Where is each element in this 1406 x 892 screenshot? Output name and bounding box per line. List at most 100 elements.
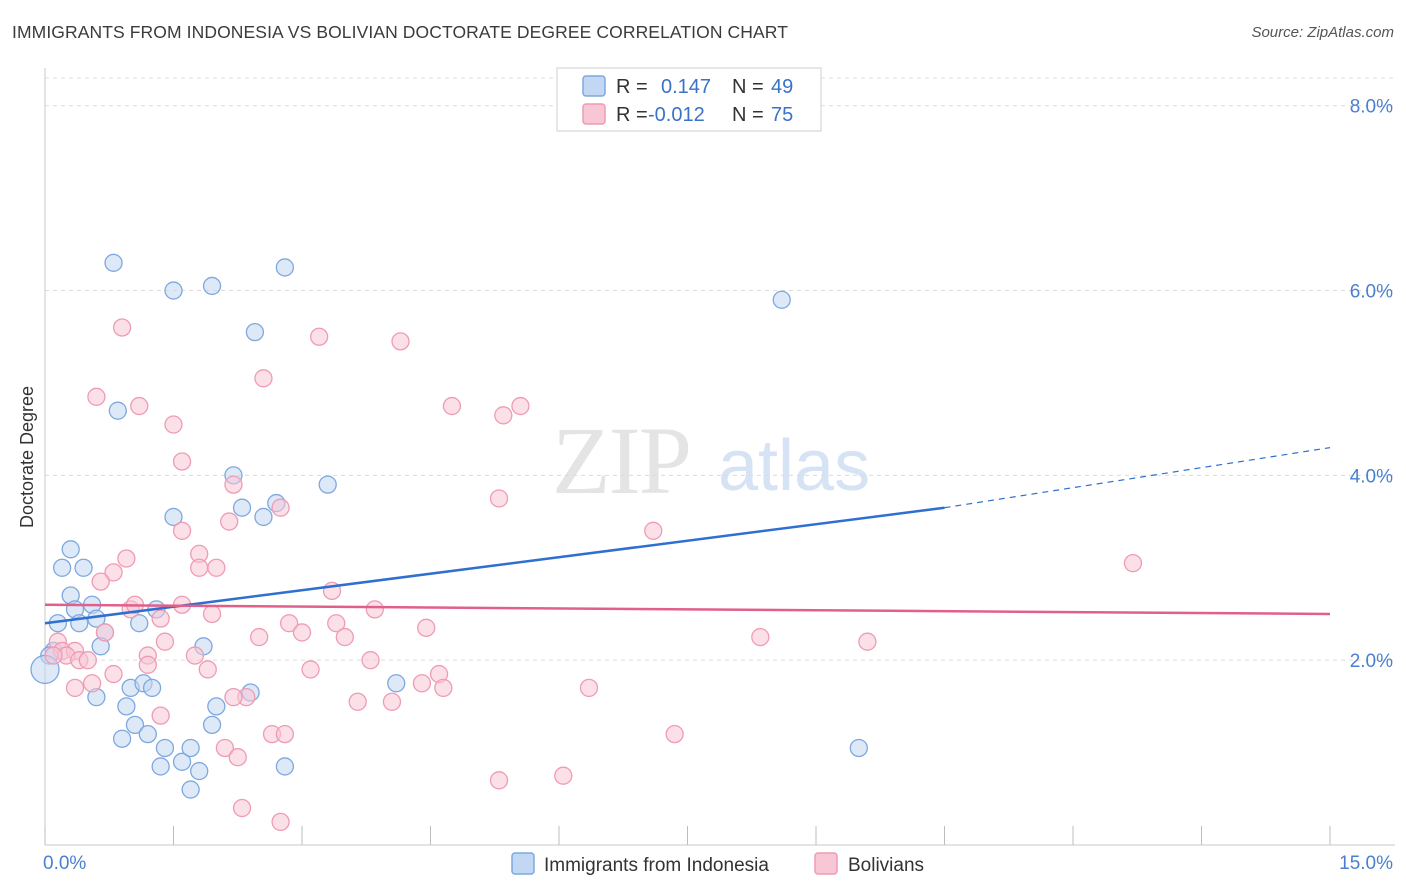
bolivians-point-7 bbox=[442, 396, 462, 416]
indonesia-point-48 bbox=[181, 780, 200, 799]
bolivians-point-73 bbox=[271, 812, 290, 832]
series-bolivians-points bbox=[44, 318, 1143, 832]
indonesia-point-38 bbox=[138, 724, 157, 744]
bolivians-point-50 bbox=[138, 655, 157, 674]
bolivians-point-3 bbox=[254, 369, 273, 388]
indonesia-point-0 bbox=[104, 253, 123, 272]
legend-n-label-1: N = bbox=[732, 76, 764, 98]
legend-n-value-1: 49 bbox=[771, 76, 793, 98]
trend-line-indonesia bbox=[44, 506, 945, 625]
y-tick-label-3: 8.0% bbox=[1350, 97, 1393, 118]
watermark-atlas: atlas bbox=[718, 426, 870, 506]
bolivians-point-59 bbox=[82, 674, 102, 693]
legend-swatch-bolivians bbox=[582, 103, 606, 125]
indonesia-point-13 bbox=[61, 540, 80, 559]
bolivians-point-56 bbox=[412, 674, 432, 693]
x-tick-labels: 0.0% 15.0% bbox=[43, 853, 1393, 874]
axes bbox=[44, 68, 1395, 846]
bolivians-point-54 bbox=[104, 664, 123, 684]
bolivians-point-29 bbox=[202, 604, 222, 624]
bottom-legend-label-indonesia: Immigrants from Indonesia bbox=[544, 855, 769, 876]
legend-r-value-1: 0.147 bbox=[661, 76, 711, 98]
y-tick-label-1: 4.0% bbox=[1350, 466, 1393, 487]
bolivians-point-4 bbox=[87, 387, 106, 406]
indonesia-point-35 bbox=[387, 674, 406, 693]
bolivians-point-40 bbox=[155, 632, 175, 651]
bolivians-point-30 bbox=[365, 600, 384, 619]
bolivians-point-31 bbox=[279, 614, 299, 633]
bolivians-point-5 bbox=[130, 396, 149, 416]
bolivians-point-52 bbox=[301, 660, 320, 679]
indonesia-point-39 bbox=[112, 729, 132, 748]
grid-lines bbox=[45, 77, 1395, 661]
indonesia-point-4 bbox=[245, 322, 265, 342]
bolivians-point-47 bbox=[78, 651, 97, 670]
bolivians-point-6 bbox=[164, 415, 183, 434]
bolivians-point-57 bbox=[434, 678, 453, 698]
indonesia-point-44 bbox=[181, 738, 200, 758]
trend-line-bolivians bbox=[44, 603, 1331, 616]
bolivians-point-2 bbox=[391, 332, 410, 351]
source-label: Source: ZipAtlas.com bbox=[1251, 24, 1394, 41]
indonesia-point-42 bbox=[155, 738, 175, 758]
bolivians-point-58 bbox=[579, 678, 599, 698]
bolivians-point-23 bbox=[91, 572, 110, 591]
bolivians-point-39 bbox=[858, 632, 877, 651]
legend-n-label-2: N = bbox=[732, 104, 764, 126]
legend: R = 0.147 N = 49 R = -0.012 N = 75 bbox=[556, 67, 822, 132]
bolivians-point-10 bbox=[172, 452, 192, 471]
indonesia-point-6 bbox=[108, 401, 127, 420]
indonesia-point-43 bbox=[172, 752, 192, 771]
indonesia-point-1 bbox=[164, 281, 183, 300]
indonesia-point-14 bbox=[52, 558, 72, 577]
bottom-legend-label-bolivians: Bolivians bbox=[848, 855, 924, 876]
indonesia-point-41 bbox=[202, 715, 222, 735]
legend-swatch-indonesia bbox=[582, 75, 606, 97]
bolivians-point-1 bbox=[309, 327, 329, 346]
bolivians-point-14 bbox=[220, 512, 239, 531]
bolivians-point-37 bbox=[335, 627, 354, 647]
indonesia-point-23 bbox=[130, 614, 149, 633]
bolivians-point-72 bbox=[232, 798, 252, 818]
indonesia-point-40 bbox=[207, 697, 226, 716]
x-tick-label-1: 15.0% bbox=[1339, 853, 1393, 874]
bolivians-point-68 bbox=[215, 738, 235, 758]
indonesia-point-45 bbox=[151, 757, 170, 776]
bolivians-point-0 bbox=[112, 318, 132, 337]
indonesia-point-36 bbox=[117, 697, 136, 716]
bolivians-point-53 bbox=[198, 660, 217, 679]
y-tick-label-0: 2.0% bbox=[1350, 651, 1393, 672]
indonesia-point-2 bbox=[202, 276, 222, 296]
bolivians-point-69 bbox=[228, 748, 247, 767]
bolivians-point-66 bbox=[275, 724, 295, 744]
bolivians-point-36 bbox=[250, 627, 269, 647]
bolivians-point-63 bbox=[382, 692, 402, 711]
bolivians-point-33 bbox=[417, 618, 436, 637]
indonesia-point-46 bbox=[190, 761, 209, 781]
bolivians-point-60 bbox=[65, 678, 85, 698]
bolivians-point-15 bbox=[172, 521, 192, 540]
indonesia-point-11 bbox=[254, 507, 273, 527]
indonesia-point-33 bbox=[142, 678, 162, 698]
bolivians-point-17 bbox=[1123, 554, 1143, 573]
bolivians-point-62 bbox=[348, 692, 367, 711]
indonesia-point-10 bbox=[232, 498, 252, 517]
bolivians-point-21 bbox=[190, 558, 209, 577]
bolivians-point-13 bbox=[271, 498, 290, 517]
watermark: ZIP atlas bbox=[552, 407, 870, 514]
bolivians-point-35 bbox=[95, 623, 115, 642]
bolivians-point-11 bbox=[224, 475, 243, 494]
bottom-legend-swatch-bolivians bbox=[814, 852, 838, 875]
indonesia-point-15 bbox=[74, 558, 93, 577]
legend-r-label-2: R = bbox=[616, 104, 648, 126]
y-tick-label-2: 6.0% bbox=[1350, 282, 1393, 303]
bolivians-point-51 bbox=[361, 651, 380, 670]
bolivians-point-34 bbox=[292, 623, 312, 642]
y-axis-label: Doctorate Degree bbox=[17, 386, 37, 528]
bolivians-point-74 bbox=[224, 687, 243, 707]
bolivians-point-70 bbox=[489, 771, 509, 790]
legend-n-value-2: 75 bbox=[771, 104, 793, 126]
indonesia-point-37 bbox=[125, 715, 145, 735]
bolivians-point-64 bbox=[151, 706, 170, 725]
